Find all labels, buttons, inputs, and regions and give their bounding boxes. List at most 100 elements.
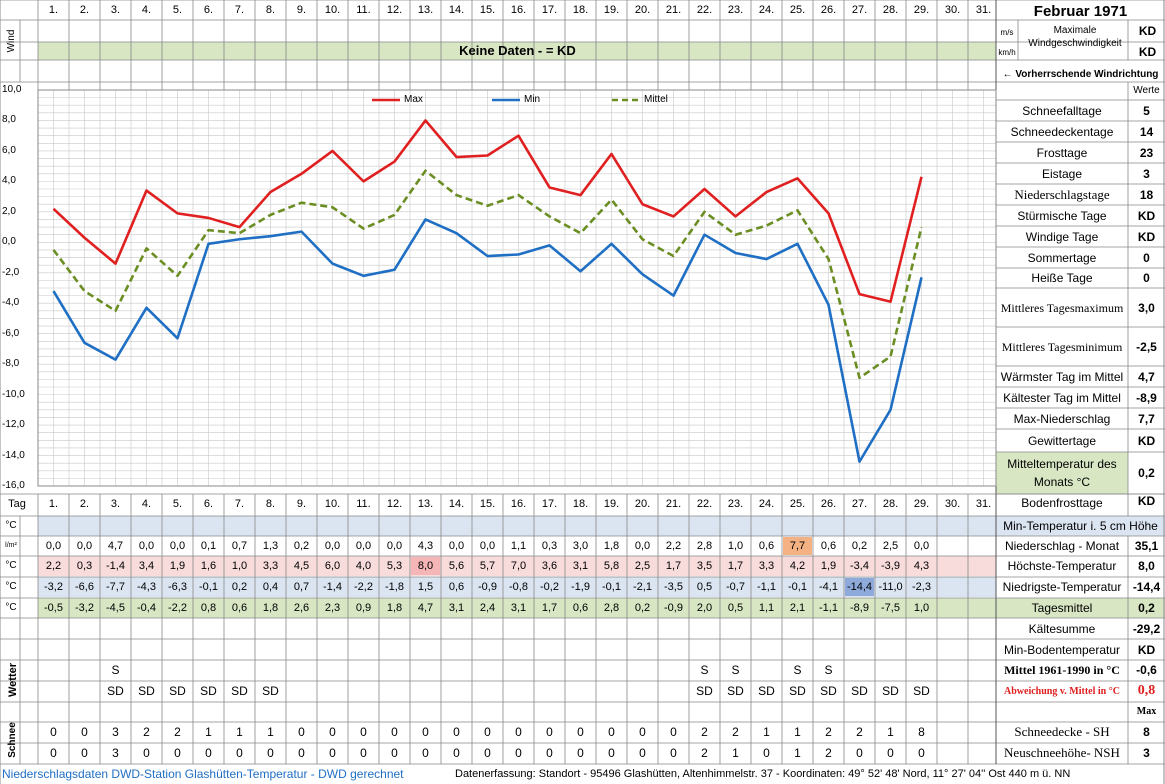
unit-label: °C	[5, 581, 17, 592]
table-day-label: 26.	[820, 498, 837, 510]
header-day-label: 4.	[141, 4, 152, 16]
table-day-label: 14.	[448, 498, 465, 510]
mean-cell: 2,4	[479, 602, 496, 614]
header-day-label: 8.	[265, 4, 276, 16]
max-cell: 4,3	[913, 560, 930, 572]
precip-cell: 0,0	[634, 540, 651, 552]
min-cell: -2,2	[354, 581, 373, 593]
max-cell: 4,0	[355, 560, 372, 572]
stat-value: 4,7	[1138, 369, 1155, 384]
header-day-label: 15.	[479, 4, 496, 16]
kaeltesumme-value: -29,2	[1132, 622, 1161, 636]
wind-label: Wind	[6, 29, 17, 53]
table-day-label: 22.	[696, 498, 713, 510]
stat-label: Mittleres Tagesmaximum	[1000, 300, 1124, 315]
nsh-cell: 0	[81, 746, 88, 760]
sh-cell: 0	[360, 725, 367, 739]
nsh-cell: 0	[329, 746, 336, 760]
max-cell: 3,4	[138, 560, 155, 572]
table-day-label: 6.	[203, 498, 214, 510]
wetter-s-cell: S	[731, 663, 740, 677]
temp-min-highlight	[845, 578, 874, 596]
min-cell: -7,7	[106, 581, 125, 593]
max-cell: -3,9	[881, 560, 900, 572]
table-day-label: 13.	[417, 498, 434, 510]
header-day-label: 6.	[203, 4, 214, 16]
tag-label: Tag	[8, 498, 26, 510]
mean-cell: 2,0	[696, 602, 713, 614]
y-tick-label: -16,0	[2, 480, 25, 491]
y-tick-label: 6,0	[2, 144, 16, 156]
header-day-label: 20.	[634, 4, 651, 16]
werte-label: Werte	[1133, 85, 1160, 96]
tagesmittel-value: 0,2	[1138, 601, 1155, 615]
sh-label: Schneedecke - SH	[1014, 724, 1110, 739]
mean-cell: 3,1	[448, 602, 465, 614]
min5cm-band	[38, 516, 996, 536]
table-day-label: 30.	[944, 498, 961, 510]
mean-cell: 0,6	[231, 602, 248, 614]
sh-cell: 0	[546, 725, 553, 739]
max-cell: 8,0	[417, 560, 434, 572]
stat-value: 3	[1143, 166, 1150, 181]
legend-label-min: Min	[524, 94, 541, 105]
nsh-cell: 0	[143, 746, 150, 760]
sh-cell: 0	[50, 725, 57, 739]
min-cell: -6,6	[75, 581, 94, 593]
min-cell: -14,4	[846, 581, 873, 593]
nsh-cell: 0	[205, 746, 212, 760]
precip-cell: 2,2	[665, 540, 682, 552]
header-day-label: 13.	[417, 4, 434, 16]
stat-value: KD	[1137, 433, 1156, 448]
wetter-sd-cell: SD	[107, 684, 124, 698]
precip-cell: 0,6	[820, 540, 837, 552]
table-day-label: 17.	[541, 498, 558, 510]
nsh-cell: 0	[577, 746, 584, 760]
legend-label-mittel: Mittel	[644, 94, 668, 105]
wetter-s-cell: S	[793, 663, 802, 677]
wetter-sd-cell: SD	[820, 684, 837, 698]
table-day-label: 21.	[665, 498, 682, 510]
min-cell: -0,9	[478, 581, 497, 593]
stat-label: Bodenfrosttage	[1021, 496, 1103, 510]
mean-cell: -0,5	[44, 602, 63, 614]
header-day-label: 31.	[975, 4, 992, 16]
sh-cell: 2	[701, 725, 708, 739]
y-tick-label: -6,0	[2, 327, 20, 339]
mittel6190-value: -0,6	[1136, 663, 1157, 677]
max-cell: 3,1	[572, 560, 589, 572]
prevailing-wind-label: ← Vorherrschende Windrichtung	[1002, 69, 1159, 80]
precip-cell: 1,3	[262, 540, 279, 552]
schnee-label: Schnee	[7, 722, 18, 758]
nsh-cell: 0	[298, 746, 305, 760]
max-cell: 4,5	[293, 560, 310, 572]
mean-cell: -0,9	[664, 602, 683, 614]
stat-value: KD	[1137, 208, 1156, 223]
sh-cell: 0	[608, 725, 615, 739]
min-cell: -0,2	[540, 581, 559, 593]
wind-unit-ms: m/s	[1000, 28, 1014, 37]
min5cm-label: Min-Temperatur i. 5 cm Höhe	[1003, 519, 1158, 533]
nsh-cell: 0	[887, 746, 894, 760]
sh-cell: 2	[174, 725, 181, 739]
header-day-label: 25.	[789, 4, 806, 16]
sh-cell: 0	[298, 725, 305, 739]
min-cell: -2,1	[633, 581, 652, 593]
min-cell: 0,7	[293, 581, 310, 593]
precip-cell: 0,7	[231, 540, 248, 552]
max-cell: 5,6	[448, 560, 465, 572]
max-cell: 4,2	[789, 560, 806, 572]
sh-cell: 1	[794, 725, 801, 739]
precip-cell: 0,2	[851, 540, 868, 552]
min-cell: -2,3	[912, 581, 931, 593]
y-tick-label: 10,0	[2, 84, 22, 95]
footer-left: Niederschlagsdaten DWD-Station Glashütte…	[2, 767, 404, 781]
table-day-label: 19.	[603, 498, 620, 510]
stat-value: 0	[1143, 271, 1150, 285]
unit-label: °C	[5, 560, 17, 571]
min-cell: 0,2	[231, 581, 248, 593]
y-tick-label: -10,0	[2, 388, 25, 400]
sh-cell: 0	[422, 725, 429, 739]
sh-cell: 0	[329, 725, 336, 739]
mean-cell: -3,2	[75, 602, 94, 614]
